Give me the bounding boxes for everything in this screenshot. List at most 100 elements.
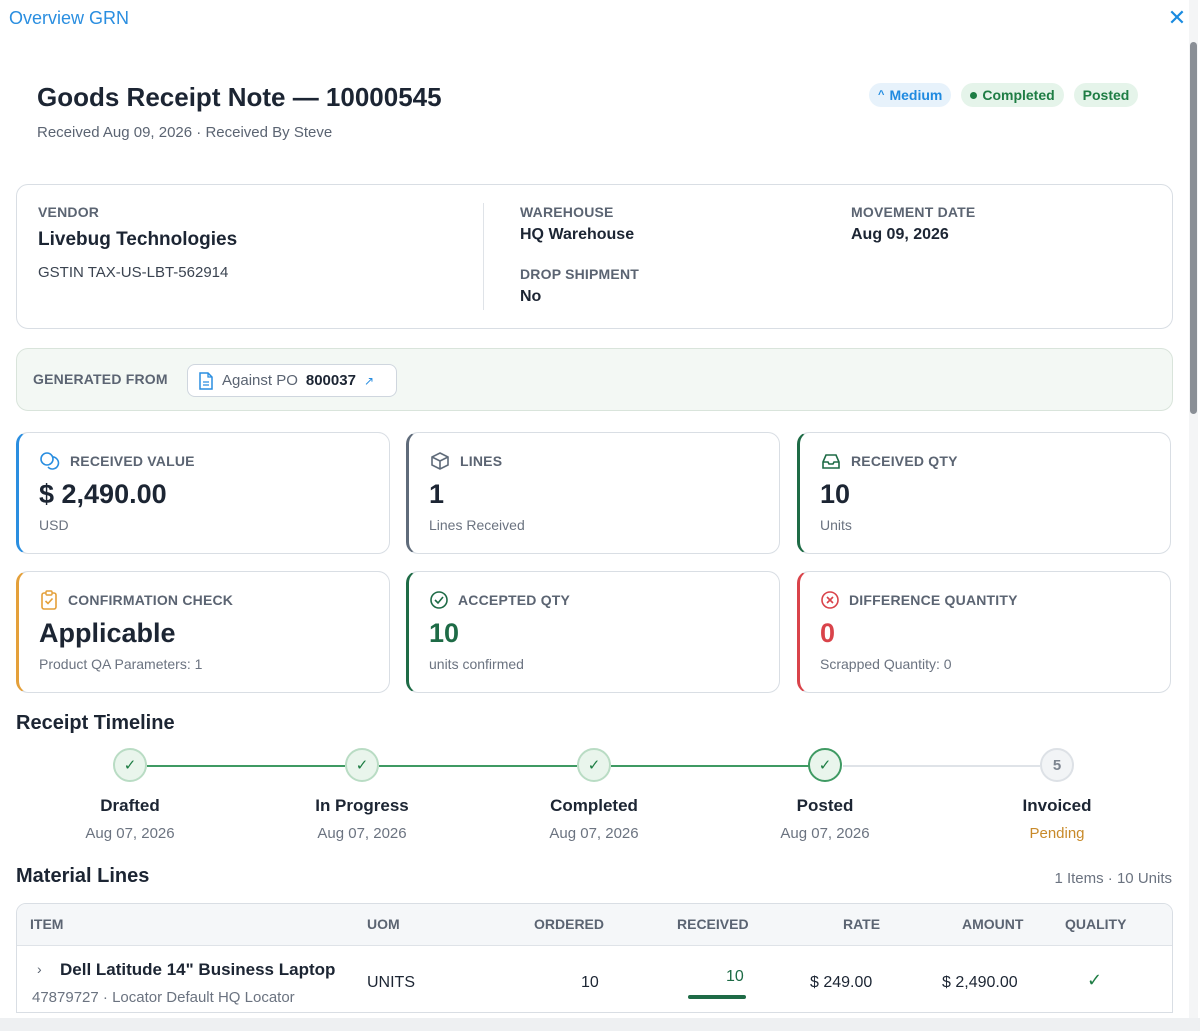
table-header: ITEM UOM ORDERED RECEIVED RATE AMOUNT QU… <box>17 904 1172 946</box>
panel-title: Overview GRN <box>9 8 130 28</box>
kpi-value: $ 2,490.00 <box>39 479 167 509</box>
timeline-step-label: In Progress <box>315 796 409 815</box>
footer-strip <box>0 1018 1200 1031</box>
grn-info-card: VENDOR Livebug Technologies GSTIN TAX-US… <box>16 184 1173 329</box>
coins-icon <box>40 452 60 470</box>
external-link-icon: ↗ <box>363 373 374 388</box>
column-header-item: ITEM <box>30 916 64 932</box>
timeline-step-label: Completed <box>550 796 638 815</box>
vendor-label: VENDOR <box>38 204 100 220</box>
check-icon: ✓ <box>123 757 137 774</box>
timeline-step-label: Posted <box>796 796 854 815</box>
timeline-step-date: Pending <box>1029 825 1085 842</box>
kpi-lines: LINES 1 Lines Received <box>406 432 780 554</box>
timeline-step-drafted: ✓ <box>113 748 147 782</box>
column-header-uom: UOM <box>367 916 400 932</box>
check-icon: ✓ <box>587 757 601 774</box>
material-lines-table: ITEM UOM ORDERED RECEIVED RATE AMOUNT QU… <box>16 903 1173 1013</box>
kpi-label: ACCEPTED QTY <box>458 592 571 608</box>
check-icon: ✓ <box>355 757 369 774</box>
kpi-subtext: Lines Received <box>429 517 525 533</box>
timeline-step-in-progress: ✓ <box>345 748 379 782</box>
status-badge-label: Completed <box>982 87 1055 103</box>
item-name: Dell Latitude 14" Business Laptop <box>60 960 336 979</box>
kpi-subtext: USD <box>39 517 69 533</box>
kpi-label: RECEIVED VALUE <box>70 453 195 469</box>
scrollbar-track[interactable] <box>1189 0 1198 1031</box>
timeline-step-posted: ✓ <box>808 748 842 782</box>
scrollbar-thumb[interactable] <box>1190 42 1197 414</box>
posting-badge: Posted <box>1073 83 1139 107</box>
drop-shipment-label: DROP SHIPMENT <box>520 266 640 282</box>
po-link-chip[interactable]: Against PO 800037 ↗ <box>187 364 397 397</box>
priority-badge: ^ Medium <box>869 83 952 107</box>
kpi-value: 0 <box>820 618 836 648</box>
close-icon[interactable]: ✕ <box>1167 5 1187 30</box>
po-number: 800037 <box>305 372 356 389</box>
x-circle-icon <box>821 591 839 609</box>
column-header-ordered: ORDERED <box>534 916 605 932</box>
posting-badge-label: Posted <box>1082 87 1130 103</box>
kpi-label: RECEIVED QTY <box>851 453 958 469</box>
warehouse-value: HQ Warehouse <box>520 226 635 243</box>
item-meta: 47879727 · Locator Default HQ Locator <box>32 989 295 1006</box>
page-title: Goods Receipt Note — 10000545 <box>37 82 442 112</box>
material-lines-title: Material Lines <box>16 865 150 887</box>
page-subtitle: Received Aug 09, 2026 · Received By Stev… <box>37 124 333 141</box>
timeline-connector <box>379 765 577 767</box>
kpi-subtext: Scrapped Quantity: 0 <box>820 656 952 672</box>
timeline-step-date: Aug 07, 2026 <box>549 825 639 842</box>
received-value: 10 <box>726 968 744 985</box>
timeline-step-label: Invoiced <box>1022 796 1092 815</box>
ordered-value: 10 <box>581 974 599 991</box>
panel-header: Overview GRN ✕ <box>0 0 1200 38</box>
document-icon <box>199 371 213 390</box>
chevron-up-icon: ^ <box>878 89 885 101</box>
kpi-value: 10 <box>820 479 851 509</box>
kpi-accepted-qty: ACCEPTED QTY 10 units confirmed <box>406 571 780 693</box>
inbox-icon <box>822 454 840 469</box>
timeline-step-invoiced: 5 <box>1040 748 1074 782</box>
timeline-step-label: Drafted <box>100 796 160 815</box>
kpi-subtext: Product QA Parameters: 1 <box>39 656 203 672</box>
uom-value: UNITS <box>367 974 415 991</box>
timeline-step-date: Aug 07, 2026 <box>780 825 870 842</box>
po-prefix: Against PO <box>222 372 298 389</box>
kpi-received-qty: RECEIVED QTY 10 Units <box>797 432 1171 554</box>
status-dot-icon <box>970 91 978 99</box>
check-icon: ✓ <box>818 757 832 774</box>
expand-chevron-icon[interactable]: › <box>37 961 42 977</box>
timeline-step-date: Aug 07, 2026 <box>85 825 175 842</box>
amount-value: $ 2,490.00 <box>942 974 1018 991</box>
package-icon <box>431 452 449 470</box>
divider <box>483 203 484 310</box>
step-number: 5 <box>1052 756 1062 774</box>
kpi-label: LINES <box>460 453 503 469</box>
timeline-connector <box>147 765 345 767</box>
movement-date-value: Aug 09, 2026 <box>851 226 949 243</box>
kpi-difference-quantity: DIFFERENCE QUANTITY 0 Scrapped Quantity:… <box>797 571 1171 693</box>
kpi-received-value: RECEIVED VALUE $ 2,490.00 USD <box>16 432 390 554</box>
kpi-label: CONFIRMATION CHECK <box>68 592 234 608</box>
drop-shipment-value: No <box>520 288 542 305</box>
column-header-received: RECEIVED <box>677 916 749 932</box>
timeline-step-completed: ✓ <box>577 748 611 782</box>
status-badges: ^ Medium Completed Posted <box>869 83 1139 107</box>
timeline-connector <box>843 765 1040 767</box>
quality-check-icon: ✓ <box>1087 970 1103 990</box>
timeline-title: Receipt Timeline <box>16 712 175 734</box>
kpi-value: 10 <box>429 618 460 648</box>
warehouse-label: WAREHOUSE <box>520 204 614 220</box>
generated-from-label: GENERATED FROM <box>33 371 168 387</box>
rate-value: $ 249.00 <box>810 974 873 991</box>
column-header-amount: AMOUNT <box>962 916 1024 932</box>
kpi-subtext: Units <box>820 517 852 533</box>
column-header-quality: QUALITY <box>1065 916 1127 932</box>
vendor-gstin: GSTIN TAX-US-LBT-562914 <box>38 264 229 281</box>
kpi-value: Applicable <box>39 618 176 648</box>
kpi-label: DIFFERENCE QUANTITY <box>849 592 1018 608</box>
check-circle-icon <box>430 591 448 609</box>
kpi-confirmation-check: CONFIRMATION CHECK Applicable Product QA… <box>16 571 390 693</box>
timeline-step-date: Aug 07, 2026 <box>317 825 407 842</box>
generated-from-bar: GENERATED FROM Against PO 800037 ↗ <box>16 348 1173 411</box>
